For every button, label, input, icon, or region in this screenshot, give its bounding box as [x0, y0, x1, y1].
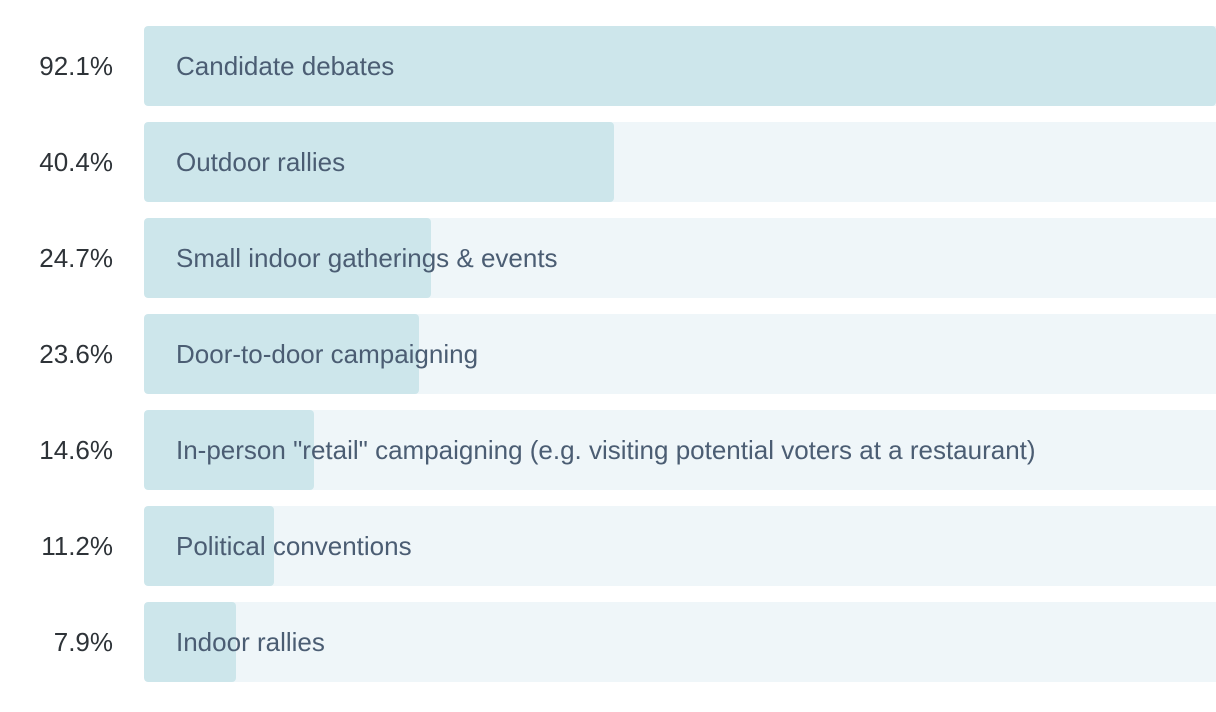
bar-track: Indoor rallies [144, 602, 1216, 682]
bar-value-label: 7.9% [53, 627, 113, 657]
bar-track: In-person "retail" campaigning (e.g. vis… [144, 410, 1216, 490]
bar-category-label: Door-to-door campaigning [176, 339, 479, 369]
bar-category-label: Outdoor rallies [176, 147, 346, 177]
bar-fill [144, 122, 614, 202]
bar-value-label: 24.7% [39, 243, 113, 273]
bar-track: Small indoor gatherings & events [144, 218, 1216, 298]
bar-fill [144, 410, 314, 490]
bar-fill [144, 26, 1216, 106]
bar-fill [144, 506, 274, 586]
bar-row: 14.6% In-person "retail" campaigning (e.g… [0, 410, 1216, 490]
bar-track: Door-to-door campaigning [144, 314, 1216, 394]
bar-track: Outdoor rallies [144, 122, 1216, 202]
bar-value-label: 40.4% [39, 147, 113, 177]
bar-category-label: In-person "retail" campaigning (e.g. vis… [176, 435, 1036, 465]
bar-value-label: 11.2% [41, 531, 113, 561]
bar-row: 24.7% Small indoor gatherings & events [0, 218, 1216, 298]
bar-row: 11.2% Political conventions [0, 506, 1216, 586]
bar-value-label: 92.1% [39, 51, 113, 81]
bar-row: 40.4% Outdoor rallies [0, 122, 1216, 202]
bar-track: Candidate debates [144, 26, 1216, 106]
bar-category-label: Small indoor gatherings & events [176, 243, 558, 273]
bar-fill [144, 602, 236, 682]
bar-value-label: 23.6% [39, 339, 113, 369]
bar-category-label: Indoor rallies [176, 627, 325, 657]
bar-row: 23.6% Door-to-door campaigning [0, 314, 1216, 394]
bar-value-label: 14.6% [39, 435, 113, 465]
bar-category-label: Candidate debates [176, 51, 395, 81]
bar-fill [144, 314, 419, 394]
bar-track: Political conventions [144, 506, 1216, 586]
bar-row: 92.1% Candidate debates [0, 26, 1216, 106]
bar-row: 7.9% Indoor rallies [0, 602, 1216, 682]
bar-fill [144, 218, 431, 298]
bar-category-label: Political conventions [176, 531, 412, 561]
